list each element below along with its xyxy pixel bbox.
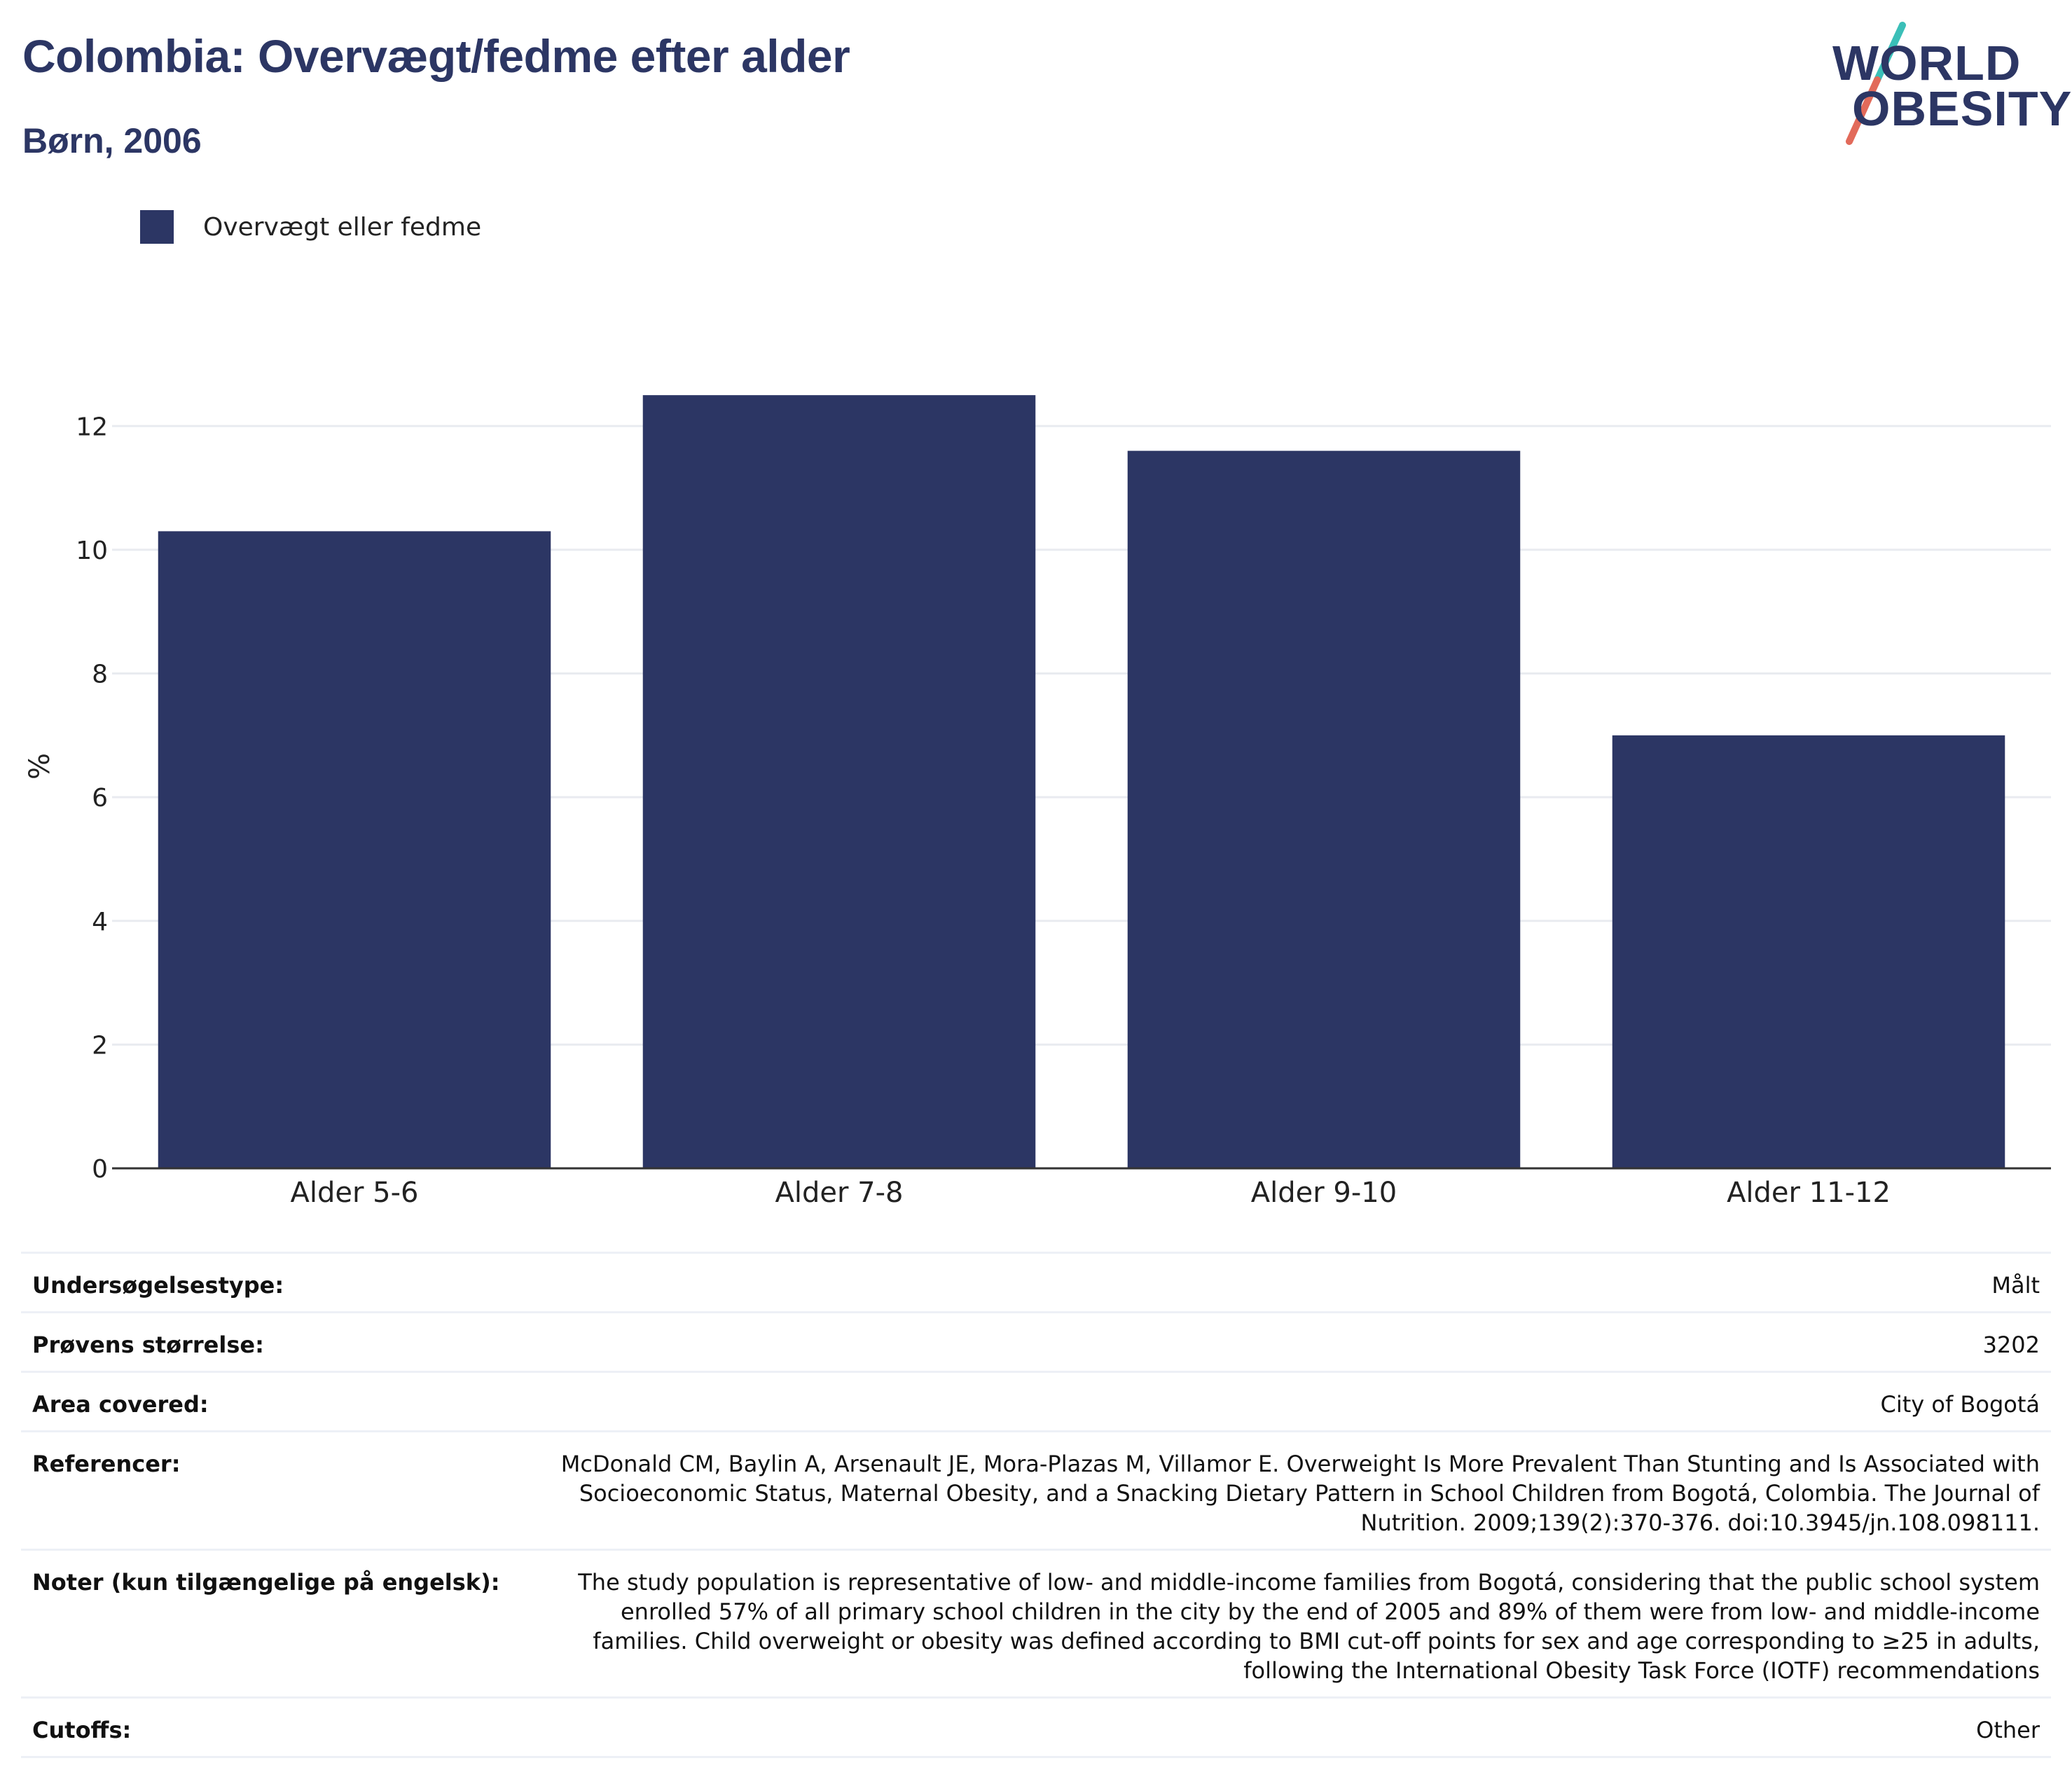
info-label: Cutoffs: — [21, 1696, 548, 1758]
y-tick-label: 6 — [92, 784, 108, 813]
info-label: Area covered: — [21, 1371, 548, 1432]
info-label: Undersøgelsestype: — [21, 1252, 548, 1313]
chart-subtitle: Børn, 2006 — [22, 121, 202, 160]
info-row: Cutoffs: Other — [21, 1696, 2051, 1758]
bar — [1612, 735, 2005, 1168]
y-tick-label: 2 — [92, 1031, 108, 1060]
world-obesity-logo: WORLD OBESITY — [1821, 21, 2071, 147]
legend: Overvægt eller fedme — [140, 210, 481, 244]
info-value: Other — [548, 1696, 2051, 1758]
info-label: Referencer: — [21, 1430, 548, 1550]
info-value: McDonald CM, Baylin A, Arsenault JE, Mor… — [548, 1430, 2051, 1550]
x-tick-label: Alder 5-6 — [291, 1177, 419, 1209]
y-tick-label: 8 — [92, 661, 108, 689]
survey-info-table: Undersøgelsestype: Målt Prøvens størrelse:… — [21, 1252, 2051, 1758]
info-row: Area covered: City of Bogotá — [21, 1371, 2051, 1432]
info-row: Undersøgelsestype: Målt — [21, 1252, 2051, 1313]
x-tick-label: Alder 7-8 — [775, 1177, 904, 1209]
logo-word-obesity: OBESITY — [1852, 81, 2072, 136]
info-label: Prøvens størrelse: — [21, 1311, 548, 1372]
info-value: The study population is representative o… — [548, 1549, 2051, 1698]
info-row: Prøvens størrelse: 3202 — [21, 1311, 2051, 1372]
logo-word-world: WORLD — [1832, 36, 2022, 90]
bar — [1127, 450, 1521, 1168]
y-axis-label: % — [24, 753, 56, 780]
y-tick-label: 10 — [76, 537, 108, 565]
legend-swatch — [140, 210, 174, 244]
info-value: Målt — [548, 1252, 2051, 1313]
y-tick-label: 4 — [92, 908, 108, 936]
chart-title: Colombia: Overvægt/fedme efter alder — [22, 30, 850, 82]
x-tick-label: Alder 11-12 — [1727, 1177, 1891, 1209]
y-tick-label: 12 — [76, 413, 108, 441]
legend-label: Overvægt eller fedme — [203, 212, 482, 242]
x-tick-label: Alder 9-10 — [1251, 1177, 1397, 1209]
bar-chart: 0 2 4 6 8 10 12% Alder 5-6 Alder 7-8 Alder 9-10 Al… — [24, 395, 2051, 1209]
info-row: Referencer: McDonald CM, Baylin A, Arsena… — [21, 1430, 2051, 1550]
info-value: 3202 — [548, 1311, 2051, 1372]
bar — [158, 531, 551, 1168]
info-row: Noter (kun tilgængelige på engelsk): The … — [21, 1549, 2051, 1698]
info-label: Noter (kun tilgængelige på engelsk): — [21, 1549, 548, 1698]
y-tick-label: 0 — [92, 1155, 108, 1184]
info-value: City of Bogotá — [548, 1371, 2051, 1432]
logo-slash-icon — [1846, 22, 1906, 145]
bar — [642, 395, 1036, 1169]
